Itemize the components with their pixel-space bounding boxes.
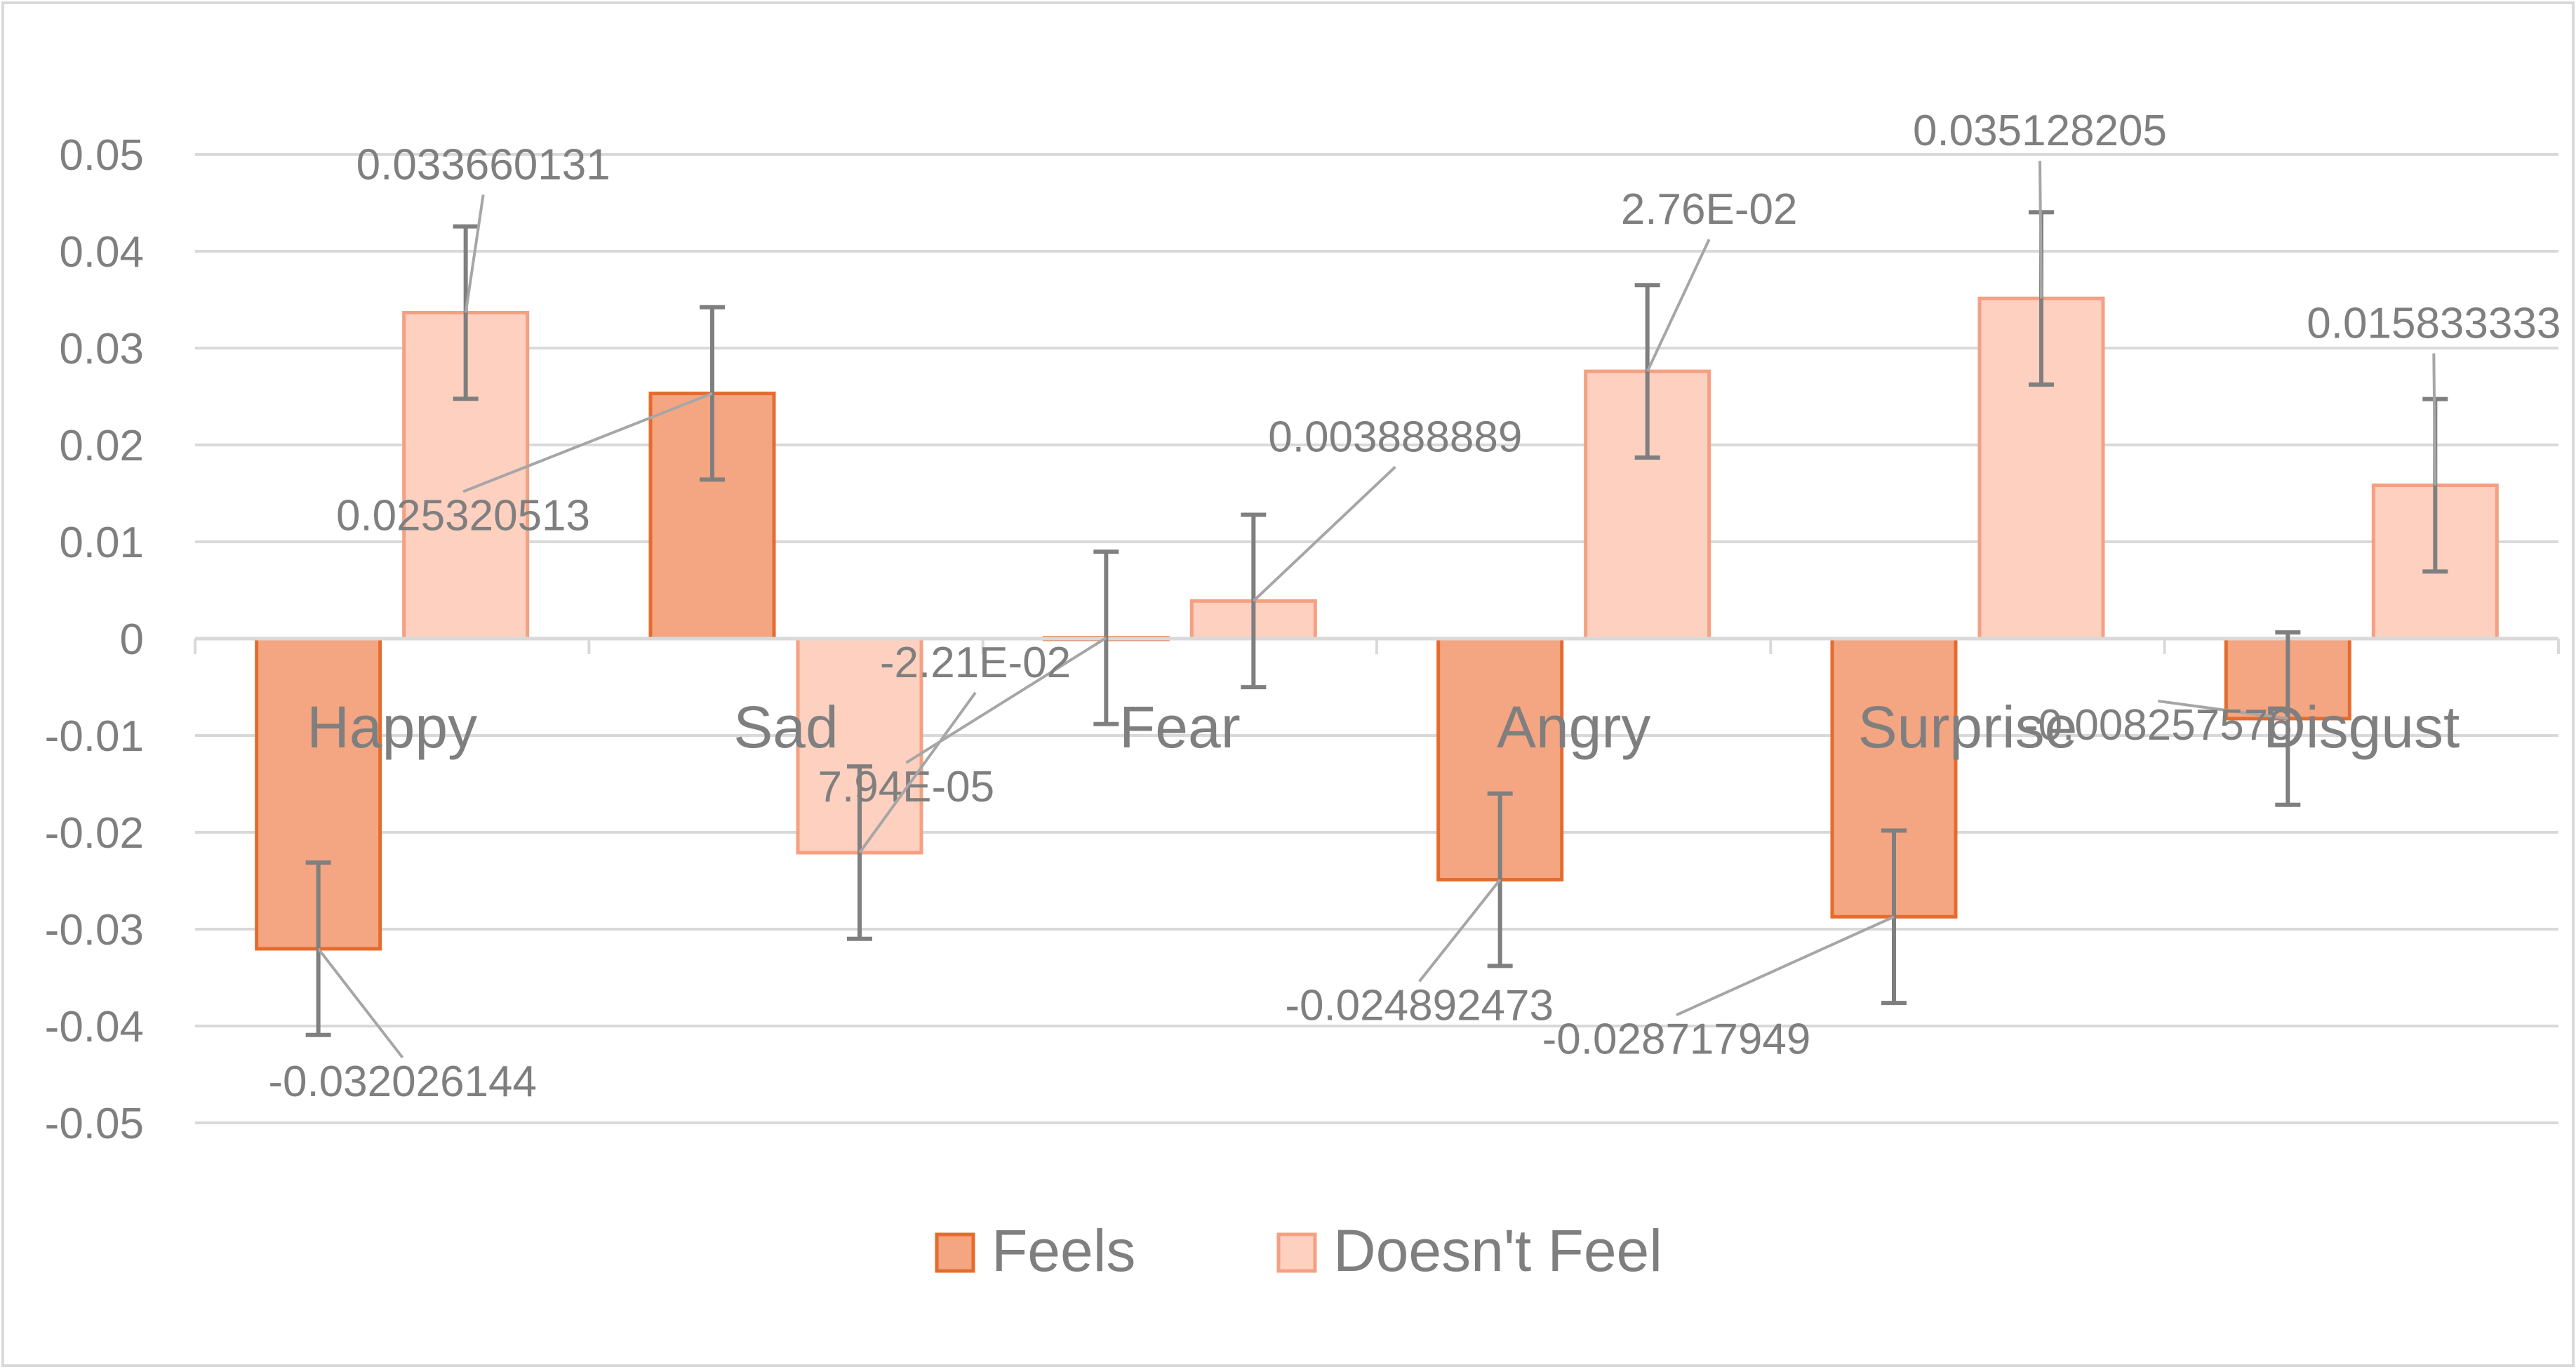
data-label: 0.035128205: [1913, 107, 2167, 155]
category-label: Surprise: [1858, 694, 2078, 760]
y-tick-label: 0.02: [59, 422, 144, 470]
category-label: Angry: [1497, 694, 1650, 760]
category-label: Fear: [1119, 694, 1241, 760]
leader-line: [464, 194, 485, 313]
category-label: Happy: [307, 694, 477, 760]
legend-label: Feels: [992, 1218, 1135, 1284]
y-tick-label: -0.02: [45, 809, 144, 858]
y-axis-ticks: 0.05 0.04 0.03 0.02 0.01 0 -0.01 -0.02 -0.03 -0.0…: [45, 131, 144, 1148]
data-label: 0.015833333: [2307, 300, 2561, 348]
data-label: 0.003888889: [1268, 413, 1522, 461]
leader-line: [2038, 161, 2043, 299]
legend-swatch-feels: [935, 1232, 975, 1273]
data-labels: -0.0320261440.0253205137.94E-05-0.024892…: [268, 107, 2561, 1106]
category-label: Sad: [733, 694, 838, 760]
y-tick-label: -0.01: [45, 712, 144, 761]
y-tick-label: 0.05: [59, 131, 144, 180]
data-label: 0.025320513: [336, 492, 590, 540]
y-tick-label: 0.04: [59, 228, 144, 277]
data-label: -0.024892473: [1285, 982, 1554, 1030]
data-label: 0.033660131: [356, 140, 610, 189]
y-tick-label: 0.01: [59, 519, 144, 567]
y-tick-label: 0: [120, 615, 144, 664]
leader-line: [1252, 465, 1396, 602]
x-axis: [194, 637, 2560, 654]
data-label: -2.21E-02: [880, 639, 1071, 687]
leader-line: [1676, 915, 1895, 1017]
y-tick-label: 0.03: [59, 325, 144, 373]
leader-line: [2432, 353, 2437, 486]
leader-line: [1646, 239, 1711, 372]
data-label: -0.028717949: [1542, 1015, 1811, 1063]
legend-swatch-doesnt-feel: [1276, 1232, 1317, 1273]
y-tick-label: -0.04: [45, 1003, 144, 1051]
y-tick-label: -0.03: [45, 906, 144, 954]
leader-line: [462, 392, 713, 493]
data-label: -0.032026144: [268, 1058, 537, 1106]
leader-line: [1418, 879, 1502, 983]
leader-line: [858, 691, 977, 854]
gridlines: [195, 153, 2558, 1124]
legend: Feels Doesn't Feel: [935, 1218, 1662, 1284]
category-label: Disgust: [2263, 694, 2460, 760]
category-labels: Happy Sad Fear Angry Surprise Disgust: [307, 694, 2460, 760]
leader-line: [317, 947, 404, 1059]
data-label: 2.76E-02: [1621, 185, 1798, 234]
data-label: -0.008257576: [2024, 701, 2293, 750]
y-tick-label: -0.05: [45, 1100, 144, 1148]
legend-label: Doesn't Feel: [1333, 1218, 1662, 1284]
leader-line: [2158, 699, 2288, 720]
